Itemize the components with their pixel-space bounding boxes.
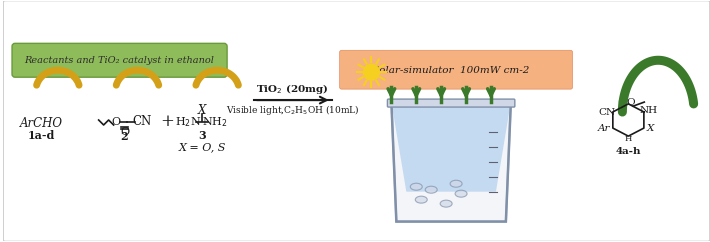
Text: 4a-h: 4a-h xyxy=(616,147,641,156)
Ellipse shape xyxy=(455,190,467,197)
Text: O: O xyxy=(626,98,635,106)
Polygon shape xyxy=(391,102,511,222)
Polygon shape xyxy=(391,102,511,192)
Text: X: X xyxy=(647,124,654,134)
Text: 3: 3 xyxy=(198,130,206,141)
Ellipse shape xyxy=(410,183,422,190)
FancyBboxPatch shape xyxy=(339,50,572,89)
Ellipse shape xyxy=(440,200,452,207)
Ellipse shape xyxy=(415,196,427,203)
FancyBboxPatch shape xyxy=(388,99,515,107)
Circle shape xyxy=(364,64,379,80)
Text: O: O xyxy=(120,127,129,137)
FancyBboxPatch shape xyxy=(12,43,227,77)
Text: H$_2$N: H$_2$N xyxy=(175,115,202,129)
Text: H: H xyxy=(625,135,632,143)
Text: O: O xyxy=(111,117,120,127)
Text: CN: CN xyxy=(133,115,152,129)
Text: ArCHO: ArCHO xyxy=(19,117,62,130)
Text: NH: NH xyxy=(639,106,657,114)
Text: Reactants and TiO₂ catalyst in ethanol: Reactants and TiO₂ catalyst in ethanol xyxy=(25,56,214,65)
Text: TiO$_2$ (20mg): TiO$_2$ (20mg) xyxy=(256,82,329,96)
Text: Solar-simulator  100mW cm-2: Solar-simulator 100mW cm-2 xyxy=(373,66,530,75)
Text: 2: 2 xyxy=(121,131,129,143)
Text: Visible light,C$_2$H$_5$OH (10mL): Visible light,C$_2$H$_5$OH (10mL) xyxy=(226,103,359,117)
Text: X: X xyxy=(198,104,207,117)
Text: Ar: Ar xyxy=(599,124,611,134)
Text: NH$_2$: NH$_2$ xyxy=(202,115,228,129)
Ellipse shape xyxy=(425,186,437,193)
Text: +: + xyxy=(160,113,174,130)
Ellipse shape xyxy=(450,180,462,187)
FancyBboxPatch shape xyxy=(3,0,710,242)
Text: X = O, S: X = O, S xyxy=(178,142,226,152)
Text: 1a-d: 1a-d xyxy=(27,130,55,141)
Text: CN: CN xyxy=(598,107,615,117)
